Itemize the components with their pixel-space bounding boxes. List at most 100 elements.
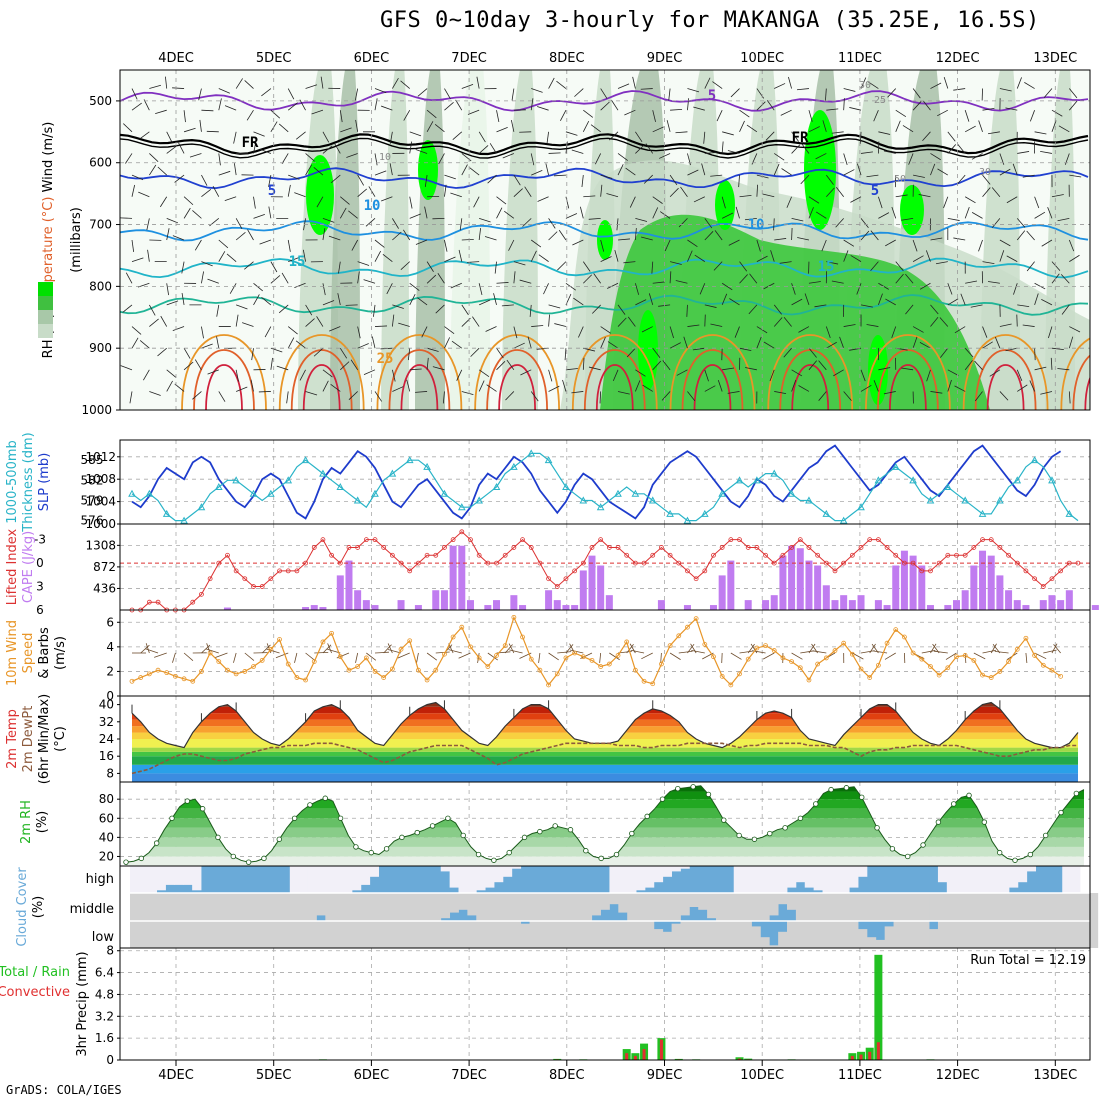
wind-barb [600,239,605,252]
isotherm-dome [962,334,1049,410]
lifted-point [1023,568,1029,574]
y-tick-label: 1.6 [95,1031,114,1045]
wind-barb [739,195,752,198]
slp-ylabel-text: SLP (mb) [37,453,52,512]
cloud-cell [440,893,451,919]
cloud-cell [396,893,406,921]
wind-barb [371,336,376,349]
wind-barb [831,280,844,284]
wind-barb [281,153,289,164]
wind-barb [120,365,133,371]
wind-barb [286,391,289,404]
cloud-cell [307,921,317,948]
cloud-cell [467,893,477,916]
wind-barb [461,304,469,316]
wind-barb [322,300,335,306]
isotherm-dome [486,349,548,410]
wind-barb [588,217,601,220]
cloud-cell [351,921,362,948]
cloud-cell [591,921,601,948]
wind-speed-point [754,645,760,651]
cape-bar [336,575,344,610]
precip-ylabel: 3hr Precip (mm) [75,951,90,1056]
cloud-cell [165,921,175,948]
y-tick-label: 60 [99,811,114,825]
wind-barb [374,239,385,248]
lifted-point [667,552,673,558]
rh-label: 30 [979,167,991,178]
wind-barb [895,261,904,272]
cape-bar [987,555,995,610]
wind-speed-point [771,648,777,653]
wind-barb [244,80,254,89]
cloud-cell [618,866,628,893]
wind-barb [131,88,138,100]
lifted-point [719,545,725,550]
cape-bar [900,550,908,610]
wind-barb [581,175,584,188]
wind-barb [808,196,820,204]
wind-speed-point [589,657,595,663]
wind-barb [316,316,324,327]
wind-barb [437,273,445,284]
cape-bar [440,590,448,610]
wind-barb [607,341,619,349]
wind-barb [461,164,468,176]
slp-ylabel-text: Thickness (dm) [21,432,36,532]
wind-barb [578,326,584,338]
wind-barb [878,293,883,306]
cloud-cell [183,921,193,948]
wind-speed-point [520,634,525,640]
wind-barb [235,218,243,230]
cloud-cell [165,866,175,885]
cloud-cell [1080,893,1090,921]
temp-band [132,773,1078,782]
cloud-cell [201,893,211,921]
wind-barb [745,367,757,371]
wind-barb [409,131,422,137]
wind-barb [259,239,271,245]
rh-legend-swatch [38,296,53,310]
wind-barb [668,88,671,101]
cloud-cell [174,893,184,921]
wind-barb [632,76,636,89]
wind-barb [251,348,254,361]
thickness-point [440,489,449,497]
wind-barb [860,151,873,154]
wind-barb [330,174,341,184]
cloud-cell [609,866,619,893]
wind-barb [895,120,901,132]
cloud-cell [742,921,752,948]
wind-speed-point [650,681,656,687]
wind-barb [155,109,167,114]
rh-band [126,799,1084,809]
wind-barb [478,299,491,306]
wind-barb [873,650,888,654]
y-tick-label: 40 [99,830,114,844]
wind-barb [770,250,775,262]
wind-barb [634,283,640,295]
wind-speed-point [398,646,404,652]
wind-barb [143,369,150,381]
wind-barb [818,391,827,401]
wind-barb [456,369,463,381]
lifted-point [971,545,977,550]
rh-label: 25 [874,95,886,106]
cloud-cell [831,893,841,921]
wind-barb [812,650,827,654]
wind-barb [629,643,636,654]
wind-barb [529,304,532,317]
wind-barb [947,131,956,142]
wind-barb [125,153,133,164]
rh-point [322,795,328,801]
wind-barb [634,228,637,241]
wind-barb [487,174,497,184]
lifted-point [606,545,612,550]
wind-barb [520,369,532,376]
cloud-cell [822,921,832,948]
wind-barb [183,196,194,206]
wind-barb [374,170,387,176]
wind-barb [913,174,925,178]
wind-barb [125,272,133,284]
cloud-cell [485,866,495,888]
